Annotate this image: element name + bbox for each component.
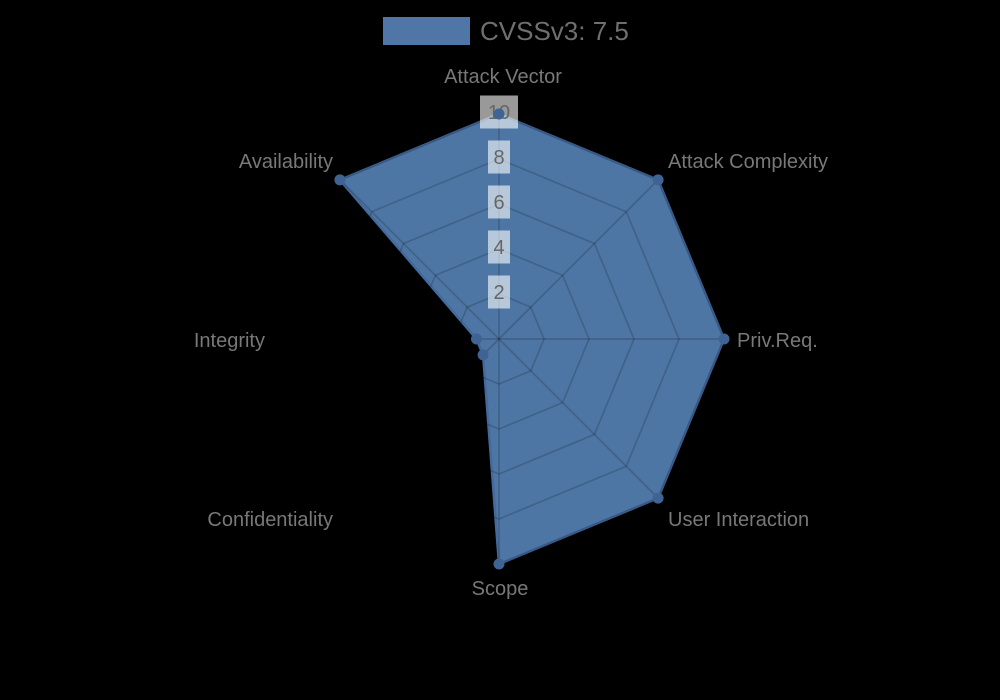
radar-grid-ring-6 xyxy=(363,203,635,475)
vertex-marker-user-interaction xyxy=(652,492,664,504)
axis-label-user-interaction: User Interaction xyxy=(668,509,809,531)
tick-label-8: 8 xyxy=(493,147,504,169)
tick-backdrop-6 xyxy=(488,185,510,219)
axis-label-integrity: Integrity xyxy=(194,330,265,352)
radar-spoke-attack-complexity xyxy=(498,179,659,340)
axis-label-availability: Availability xyxy=(239,151,333,173)
axis-label-priv-req: Priv.Req. xyxy=(737,330,818,352)
tick-label-6: 6 xyxy=(493,192,504,214)
legend-swatch xyxy=(383,17,470,45)
tick-label-4: 4 xyxy=(493,237,504,259)
tick-backdrop-4 xyxy=(488,230,510,264)
radar-grid-ring-2 xyxy=(453,293,545,385)
vertex-marker-attack-vector xyxy=(493,108,505,120)
radar-grid-ring-4 xyxy=(408,248,590,430)
legend-item-cvssv3[interactable]: CVSSv3: 7.5 xyxy=(383,17,629,45)
axis-label-confidentiality: Confidentiality xyxy=(207,509,333,531)
vertex-marker-scope xyxy=(493,558,505,570)
axis-label-attack-complexity: Attack Complexity xyxy=(668,151,828,173)
series-markers xyxy=(334,108,730,570)
vertex-marker-priv-req xyxy=(718,333,730,345)
radar-spoke-user-interaction xyxy=(498,338,659,499)
axis-label-attack-vector: Attack Vector xyxy=(444,66,562,88)
tick-label-2: 2 xyxy=(493,282,504,304)
vertex-marker-availability xyxy=(334,174,346,186)
radar-spoke-availability xyxy=(339,179,500,340)
axis-label-scope: Scope xyxy=(472,578,529,600)
radial-axis-ticks: 246810 xyxy=(480,95,518,309)
tick-backdrop-2 xyxy=(488,275,510,309)
legend: CVSSv3: 7.5 xyxy=(0,0,1000,60)
radar-grid-ring-8 xyxy=(318,158,680,520)
radar-spoke-confidentiality xyxy=(339,338,500,499)
vertex-marker-attack-complexity xyxy=(652,174,664,186)
vertex-marker-confidentiality xyxy=(477,349,489,361)
legend-label: CVSSv3: 7.5 xyxy=(480,16,629,46)
vertex-marker-integrity xyxy=(471,333,482,345)
axis-labels: Attack Vector Attack Complexity Priv.Req. U… xyxy=(194,66,828,600)
tick-backdrop-8 xyxy=(488,140,510,174)
